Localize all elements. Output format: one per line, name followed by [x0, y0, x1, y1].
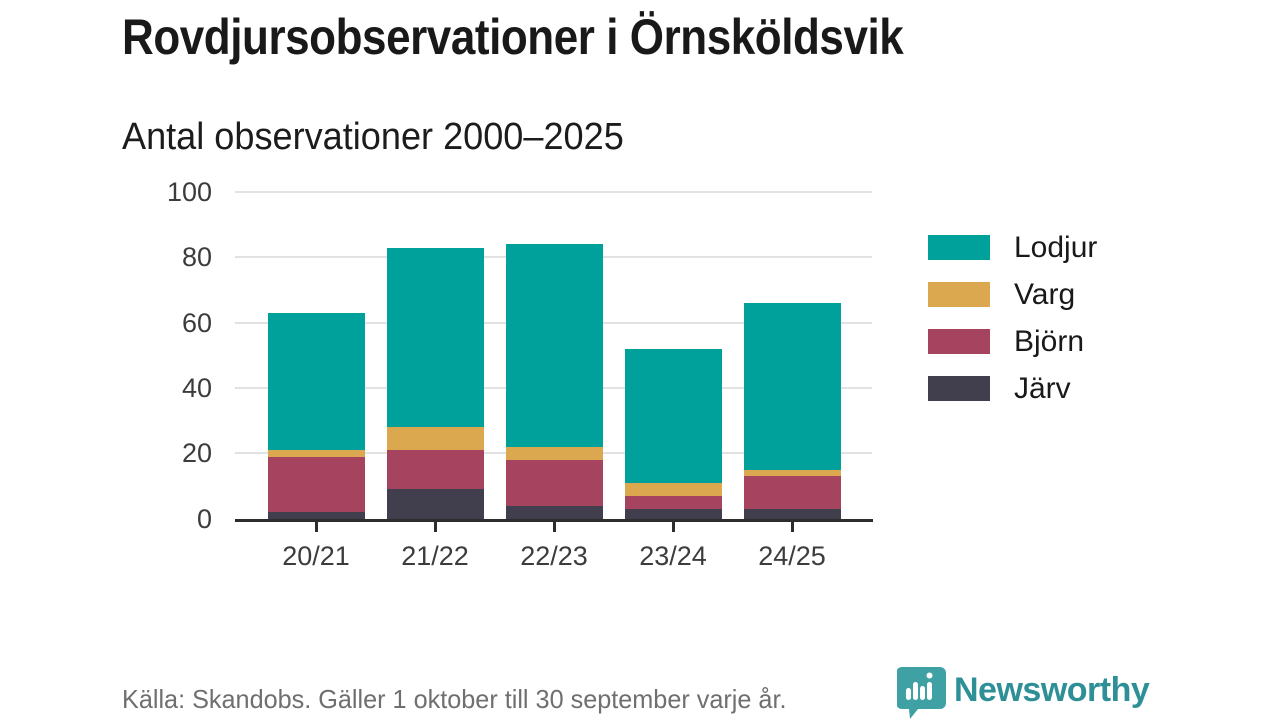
- logo-bars-icon: [906, 672, 933, 700]
- legend-label-lodjur: Lodjur: [1014, 230, 1098, 264]
- legend-label-björn: Björn: [1014, 324, 1085, 358]
- y-axis-tick-label: 60: [181, 307, 212, 338]
- source-note: Källa: Skandobs. Gäller 1 oktober till 3…: [122, 684, 787, 714]
- x-axis-tick: [314, 522, 318, 532]
- y-axis-tick-label: 40: [181, 373, 212, 403]
- bar-segment-björn: [267, 456, 365, 513]
- bar-segment-björn: [743, 476, 841, 509]
- newsworthy-logo-text: Newsworthy: [954, 671, 1150, 709]
- y-axis-tick-label: 80: [181, 242, 212, 273]
- page-title: Rovdjursobservationer i Örnsköldsvik: [122, 9, 904, 65]
- bar-segment-varg: [743, 469, 841, 477]
- x-axis-label: 22/23: [520, 541, 588, 571]
- newsworthy-logo-icon: [897, 667, 946, 719]
- x-axis-label: 23/24: [639, 541, 707, 571]
- legend-swatch-lodjur: [928, 235, 990, 260]
- bar-segment-järv: [267, 512, 365, 519]
- newsworthy-logo: Newsworthy: [897, 667, 1157, 719]
- bar-segment-varg: [505, 446, 603, 460]
- legend-swatch-varg: [928, 282, 990, 307]
- bar-segment-lodjur: [386, 247, 484, 428]
- legend-item-lodjur: Lodjur: [928, 224, 1097, 271]
- legend-label-järv: Järv: [1014, 371, 1071, 405]
- bar-segment-björn: [624, 495, 722, 509]
- bar-segment-lodjur: [267, 312, 365, 451]
- bar-segment-järv: [505, 505, 603, 519]
- bar-segment-järv: [624, 508, 722, 519]
- legend-swatch-björn: [928, 329, 990, 354]
- bar-segment-lodjur: [743, 303, 841, 470]
- bar-segment-varg: [267, 450, 365, 457]
- legend-label-varg: Varg: [1014, 277, 1076, 311]
- gridline: [235, 191, 872, 193]
- chart-subtitle: Antal observationer 2000–2025: [122, 116, 624, 158]
- x-axis-tick: [790, 522, 794, 532]
- legend-item-järv: Järv: [928, 365, 1097, 412]
- bar-segment-björn: [505, 459, 603, 506]
- x-axis-line: [235, 519, 873, 522]
- chart-legend: Lodjur Varg Björn Järv: [928, 224, 1097, 412]
- bar-segment-varg: [386, 427, 484, 451]
- x-axis-tick: [671, 522, 675, 532]
- y-axis-tick-label: 0: [196, 503, 212, 534]
- x-axis-label: 21/22: [401, 541, 469, 571]
- bar-segment-lodjur: [624, 348, 722, 483]
- x-axis-tick: [433, 522, 437, 532]
- bar-segment-björn: [386, 450, 484, 490]
- bar-segment-järv: [743, 508, 841, 519]
- legend-item-varg: Varg: [928, 271, 1097, 318]
- x-axis-label: 24/25: [758, 541, 826, 571]
- x-axis-label: 20/21: [282, 541, 350, 571]
- y-axis-tick-label: 20: [181, 438, 212, 469]
- bar-segment-lodjur: [505, 244, 603, 447]
- legend-swatch-järv: [928, 376, 990, 401]
- x-axis-tick: [552, 522, 556, 532]
- legend-item-björn: Björn: [928, 318, 1097, 365]
- bar-segment-järv: [386, 489, 484, 519]
- y-axis-tick-label: 100: [166, 177, 212, 207]
- bar-segment-varg: [624, 482, 722, 496]
